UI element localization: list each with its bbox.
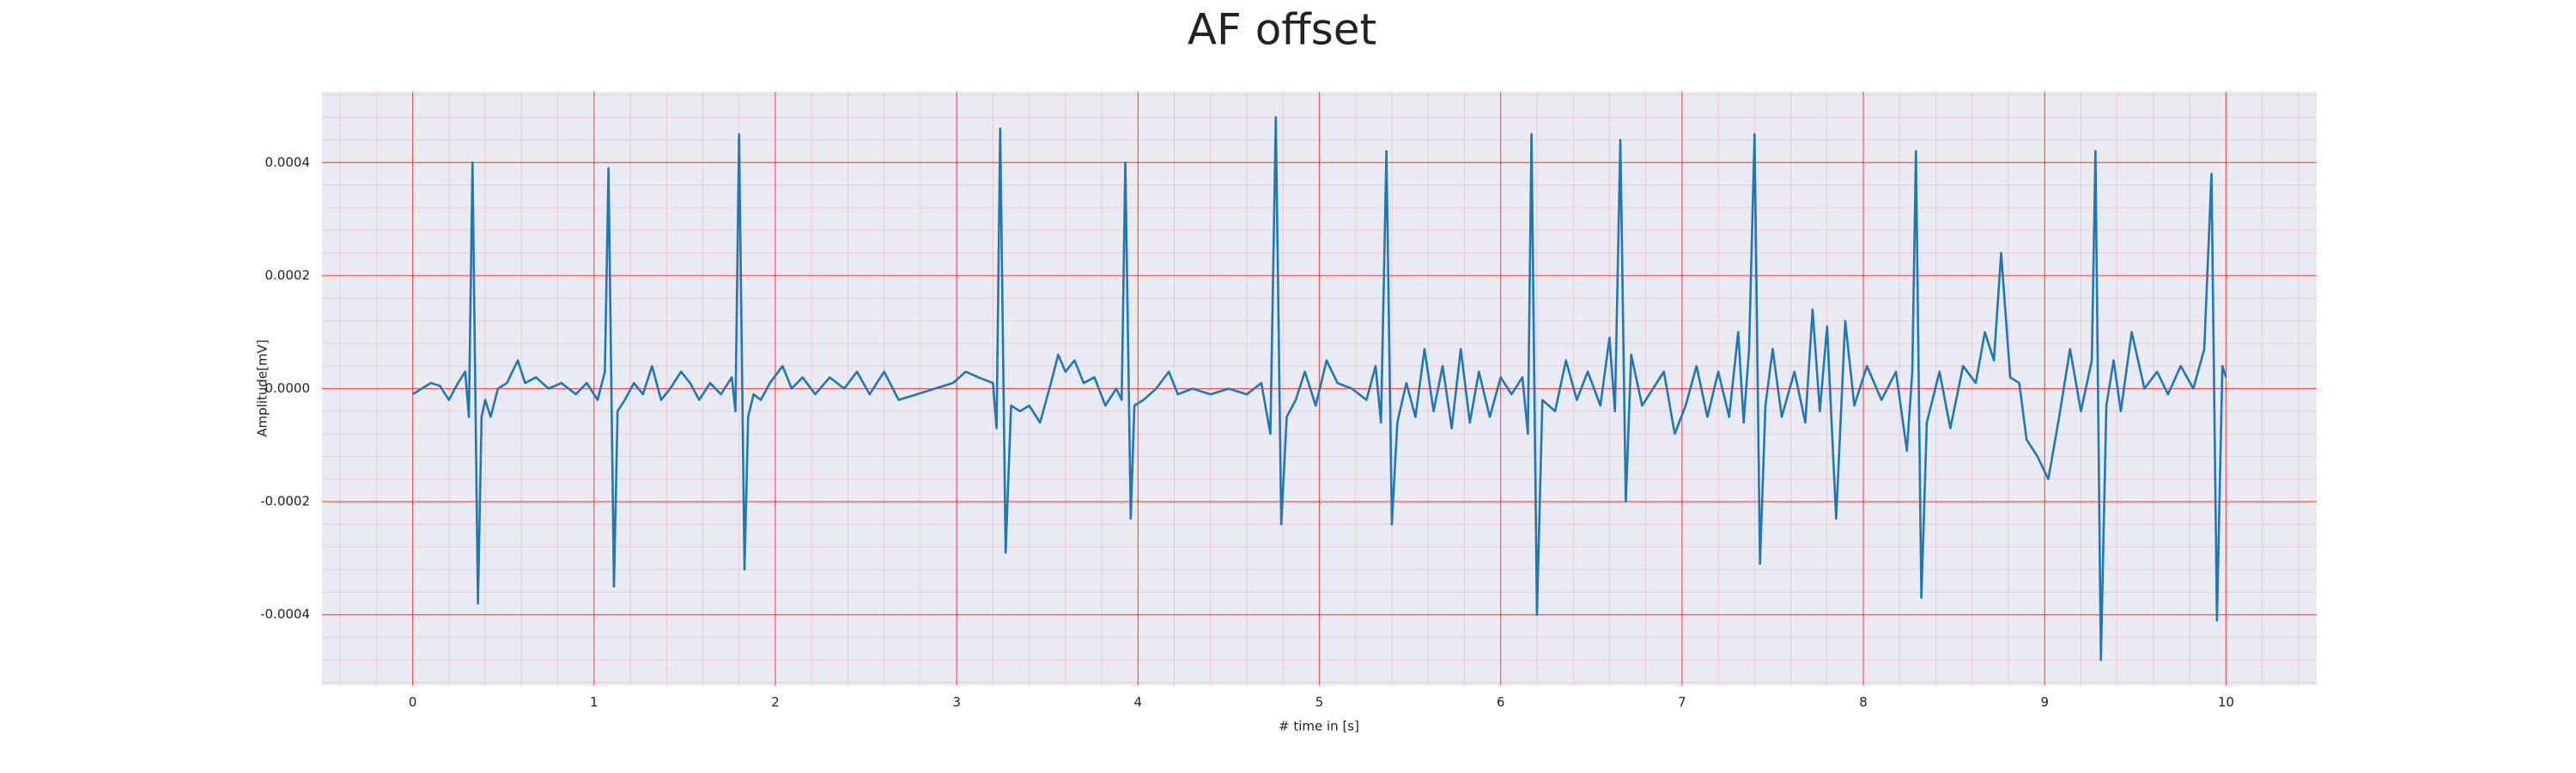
- x-tick-label: 9: [2040, 695, 2049, 710]
- x-tick-label: 0: [409, 695, 417, 710]
- x-tick-label: 8: [1859, 695, 1868, 710]
- x-tick-label: 7: [1678, 695, 1686, 710]
- x-tick-label: 5: [1315, 695, 1324, 710]
- y-tick-label: -0.0004: [260, 606, 310, 622]
- y-axis-label: Amplitude[mV]: [255, 339, 270, 436]
- signal-line: [411, 116, 2227, 661]
- x-tick-label: 10: [2218, 695, 2234, 710]
- x-axis-label: # time in [s]: [1279, 719, 1359, 734]
- x-tick-label: 3: [952, 695, 961, 710]
- y-tick-label: 0.0002: [265, 267, 311, 283]
- y-tick-label: -0.0002: [260, 494, 310, 509]
- x-tick-label: 6: [1497, 695, 1505, 710]
- y-tick-label: 0.0004: [265, 155, 311, 170]
- y-tick-label: 0.0000: [265, 380, 311, 396]
- x-tick-label: 4: [1134, 695, 1143, 710]
- x-tick-label: 2: [771, 695, 780, 710]
- chart-title: AF offset: [1188, 5, 1376, 55]
- x-tick-label: 1: [590, 695, 598, 710]
